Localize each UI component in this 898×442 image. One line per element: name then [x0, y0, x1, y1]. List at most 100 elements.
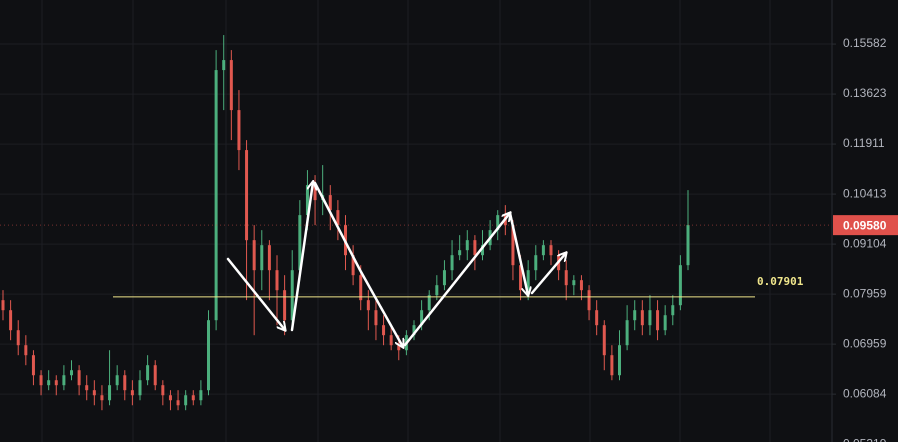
y-tick-label: 0.10413 [843, 186, 887, 200]
candle-body [336, 210, 340, 226]
candle-body [275, 270, 279, 291]
candle-body [62, 375, 66, 386]
candle-body [595, 310, 599, 326]
candle-body [389, 335, 393, 346]
candle-body [648, 310, 652, 326]
candle-body [564, 270, 568, 286]
candle-body [374, 310, 378, 326]
y-tick-label: 0.09104 [843, 236, 887, 250]
candle-body [146, 365, 150, 381]
last-price-box [833, 215, 898, 236]
level-line-label: 0.07901 [757, 275, 804, 288]
candle-body [54, 380, 58, 386]
candle-body [77, 370, 81, 386]
candle-body [587, 290, 591, 311]
candle-body [618, 345, 621, 376]
candle-body [633, 310, 637, 321]
candle-body [39, 375, 43, 386]
candle-body [366, 300, 370, 311]
y-tick-label: 0.15582 [843, 36, 887, 50]
candle-body [397, 345, 401, 351]
y-tick-label: 0.13623 [843, 86, 887, 100]
last-price-label: 0.09580 [843, 218, 887, 232]
candle-body [602, 325, 606, 356]
candle-body [31, 355, 35, 376]
candle-body [161, 385, 165, 396]
candle-body [427, 295, 431, 311]
candle-body [245, 150, 249, 241]
candle-body [656, 310, 660, 331]
candle-body [290, 270, 294, 321]
candle-body [610, 355, 614, 376]
candle-body [663, 315, 667, 331]
candle-body [534, 255, 538, 271]
candle-body [328, 195, 332, 211]
candle-body [153, 365, 157, 386]
candle-body [412, 325, 416, 336]
y-tick-label: 0.06084 [843, 386, 887, 400]
candle-body [640, 310, 644, 326]
y-tick-label: 0.05319 [843, 436, 887, 442]
candle-body [92, 390, 96, 396]
arrow [313, 181, 403, 347]
candle-body [511, 225, 515, 266]
y-tick-label: 0.06959 [843, 336, 887, 350]
candle-body [686, 225, 690, 266]
vertical-grid [41, 0, 771, 442]
candle-body [549, 245, 553, 256]
candle-body [519, 265, 523, 291]
arrow [508, 211, 528, 295]
candle-body [237, 110, 241, 151]
candle-body [450, 255, 454, 271]
candle-body [625, 320, 629, 346]
arrow [530, 253, 566, 295]
plot: 0.07901 [0, 35, 832, 411]
candle-body [184, 395, 188, 406]
candle-body [671, 305, 675, 316]
candle-body [351, 255, 355, 276]
candle-body [496, 215, 500, 231]
candle-body [458, 250, 462, 256]
candle-body [298, 215, 302, 271]
candle-body [420, 310, 424, 326]
candle-body [207, 320, 210, 391]
candle-body [267, 245, 271, 271]
candle-body [260, 245, 264, 271]
candle-body [435, 285, 439, 296]
candle-body [176, 400, 180, 406]
candle-body [123, 375, 127, 391]
candle-body [70, 370, 73, 376]
candle-body [305, 185, 309, 216]
candle-body [541, 245, 545, 256]
candle-body [252, 240, 256, 271]
candle-body [222, 60, 226, 71]
candle-body [465, 240, 469, 251]
candle-body [9, 310, 13, 331]
candle-body [1, 300, 5, 311]
candle-body [283, 290, 287, 321]
candle-body [579, 280, 583, 291]
annotation-arrows [226, 181, 566, 347]
candle-body [359, 275, 363, 301]
candle-body [382, 325, 386, 336]
candle-body [130, 390, 134, 396]
candle-body [678, 265, 682, 306]
candle-body [214, 70, 218, 321]
candle-body [100, 395, 104, 401]
arrow [226, 257, 285, 330]
candle-body [138, 380, 142, 396]
candle-body [108, 385, 112, 401]
candle-body [473, 240, 477, 256]
candle-body [24, 345, 28, 356]
arrow [403, 213, 510, 347]
candle-body [229, 60, 233, 111]
candle-body [313, 185, 317, 201]
candle-body [442, 270, 446, 286]
y-tick-label: 0.11911 [843, 136, 885, 150]
candle-body [572, 280, 576, 286]
candle-body [526, 270, 530, 291]
candle-body [16, 330, 20, 346]
candle-body [47, 380, 51, 386]
